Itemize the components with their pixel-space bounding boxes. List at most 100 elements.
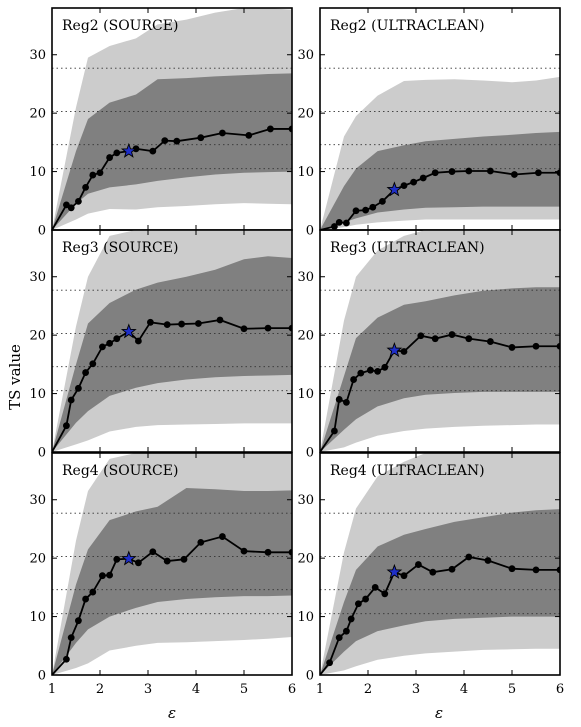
- panel-title: Reg4 (SOURCE): [62, 463, 178, 479]
- y-axis-label: TS value: [6, 344, 24, 410]
- data-point: [343, 219, 350, 227]
- data-point: [113, 149, 121, 157]
- data-point: [82, 183, 89, 191]
- y-tick-label: 30: [29, 48, 46, 63]
- data-point: [75, 617, 82, 625]
- data-point: [219, 533, 226, 540]
- y-tick-label: 20: [29, 329, 46, 344]
- data-point: [448, 331, 456, 338]
- data-point: [149, 548, 157, 556]
- data-point: [264, 324, 272, 332]
- data-point: [264, 548, 272, 556]
- data-point: [240, 325, 248, 333]
- data-point: [96, 169, 104, 177]
- panel-frame: [51, 452, 293, 676]
- data-point: [357, 369, 365, 377]
- data-point: [556, 169, 560, 177]
- data-point: [67, 396, 75, 404]
- data-point: [173, 137, 181, 145]
- panel-frame: [319, 452, 561, 676]
- highlight-star-marker: [386, 181, 403, 197]
- y-tick-label: 20: [297, 552, 314, 567]
- data-point: [216, 316, 224, 324]
- panel-title: Reg3 (SOURCE): [62, 240, 178, 256]
- data-point: [331, 223, 338, 230]
- data-point: [484, 557, 492, 564]
- data-point: [487, 167, 494, 175]
- data-point: [113, 555, 121, 563]
- data-point: [343, 627, 350, 635]
- data-point: [163, 557, 171, 565]
- data-point: [219, 129, 226, 137]
- x-tick-label: 5: [508, 682, 516, 697]
- y-tick-label: 10: [29, 387, 46, 402]
- data-point: [106, 154, 113, 161]
- data-point: [429, 568, 437, 576]
- y-tick-label: 30: [297, 493, 314, 508]
- inner-band: [320, 509, 560, 675]
- y-tick-label: 10: [297, 610, 314, 625]
- panel-title: Reg3 (ULTRACLEAN): [330, 240, 485, 256]
- chart-panel: 0 10 20 30 Reg2 (SOURCE): [29, 7, 293, 239]
- data-point: [415, 561, 422, 568]
- data-point: [331, 427, 338, 435]
- data-point: [352, 207, 360, 215]
- data-point: [245, 131, 253, 139]
- data-point: [63, 422, 70, 430]
- data-point: [532, 566, 540, 574]
- data-point: [240, 547, 248, 555]
- data-point: [556, 566, 560, 574]
- y-tick-label: 0: [38, 669, 46, 684]
- data-point: [431, 335, 439, 343]
- data-point: [362, 206, 369, 214]
- y-tick-label: 20: [29, 552, 46, 567]
- data-point: [180, 555, 188, 563]
- data-point: [400, 348, 408, 355]
- x-tick-label: 2: [364, 682, 372, 697]
- data-point: [350, 376, 357, 383]
- data-point: [288, 548, 292, 556]
- data-point: [67, 634, 75, 642]
- x-tick-label: 1: [316, 682, 324, 697]
- data-point: [362, 595, 369, 603]
- data-point: [508, 565, 516, 573]
- data-point: [106, 571, 113, 579]
- data-point: [532, 342, 540, 350]
- data-point: [326, 659, 333, 667]
- chart-panel: 0 10 20 30 Reg2 (ULTRACLEAN): [297, 7, 561, 239]
- data-point: [89, 171, 97, 179]
- data-point: [417, 332, 425, 340]
- x-tick-label: 4: [192, 682, 200, 697]
- data-point: [75, 197, 82, 205]
- plot-area: [320, 67, 560, 230]
- y-tick-label: 0: [38, 224, 46, 239]
- plot-area: [320, 230, 560, 452]
- y-tick-label: 20: [297, 107, 314, 122]
- data-point: [369, 203, 377, 211]
- data-point: [381, 363, 389, 371]
- plot-area: [52, 8, 292, 230]
- panel-frame: [51, 229, 293, 453]
- data-point: [67, 204, 75, 212]
- y-tick-label: 0: [38, 446, 46, 461]
- x-tick-label: 6: [556, 682, 564, 697]
- data-point: [448, 168, 456, 175]
- data-point: [335, 219, 343, 226]
- data-point: [288, 125, 292, 133]
- x-tick-label: 3: [412, 682, 420, 697]
- y-tick-label: 10: [297, 165, 314, 180]
- x-tick-label: 6: [288, 682, 296, 697]
- data-point: [355, 600, 362, 608]
- plot-area: [52, 453, 292, 675]
- data-point: [197, 538, 205, 546]
- data-point: [335, 634, 343, 642]
- panel-title: Reg4 (ULTRACLEAN): [330, 463, 485, 479]
- data-point: [135, 337, 142, 345]
- data-point: [82, 369, 89, 376]
- y-tick-label: 0: [306, 224, 314, 239]
- inner-band: [52, 488, 292, 675]
- chart-panel: 0 10 20 30 Reg3 (ULTRACLEAN): [297, 229, 561, 461]
- x-tick-label: 3: [144, 682, 152, 697]
- data-point: [135, 559, 142, 567]
